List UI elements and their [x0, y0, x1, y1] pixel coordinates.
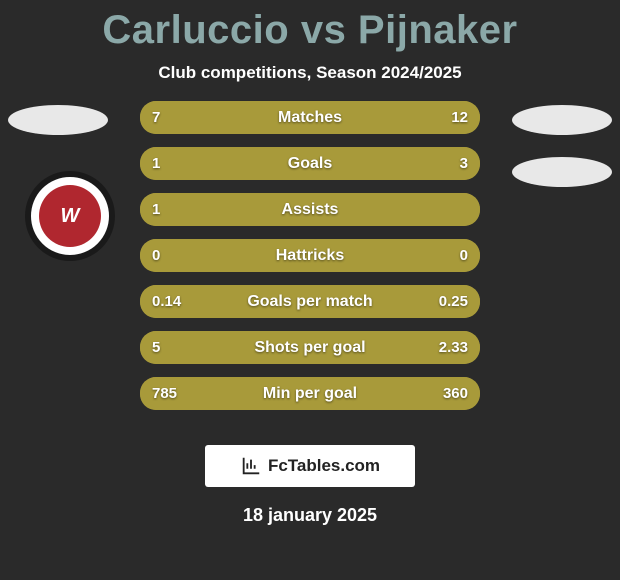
page-title: Carluccio vs Pijnaker	[0, 0, 620, 53]
club-logo-inner: W	[39, 185, 101, 247]
stat-bar-left	[140, 147, 225, 180]
player-badge-right-2	[512, 157, 612, 187]
comparison-area: W Matches712 Goals13 Assists1 Hattricks00 Go…	[0, 101, 620, 421]
stat-bar-right	[310, 239, 480, 272]
stat-row: Hattricks00	[140, 239, 480, 272]
stat-row: Goals per match0.140.25	[140, 285, 480, 318]
stat-bar-right	[372, 331, 480, 364]
stat-row: Shots per goal52.33	[140, 331, 480, 364]
stat-bar-left	[140, 101, 265, 134]
player-badge-right-1	[512, 105, 612, 135]
chart-icon	[240, 455, 262, 477]
footer-date: 18 january 2025	[0, 505, 620, 526]
brand-text: FcTables.com	[268, 456, 380, 476]
club-logo-text: W	[61, 205, 80, 228]
stat-bar-right	[265, 101, 480, 134]
stat-bar-left	[140, 193, 480, 226]
club-logo-left: W	[25, 171, 115, 261]
stat-row: Min per goal785360	[140, 377, 480, 410]
stat-bar-left	[140, 239, 310, 272]
brand-box: FcTables.com	[205, 445, 415, 487]
stat-row: Matches712	[140, 101, 480, 134]
stat-bar-left	[140, 285, 262, 318]
player-badge-left	[8, 105, 108, 135]
stat-bars: Matches712 Goals13 Assists1 Hattricks00 Goal…	[140, 101, 480, 423]
stat-bar-left	[140, 331, 372, 364]
subtitle: Club competitions, Season 2024/2025	[0, 63, 620, 83]
stat-bar-right	[373, 377, 480, 410]
stat-row: Goals13	[140, 147, 480, 180]
stat-bar-right	[262, 285, 480, 318]
stat-row: Assists1	[140, 193, 480, 226]
stat-bar-right	[225, 147, 480, 180]
stat-bar-left	[140, 377, 373, 410]
